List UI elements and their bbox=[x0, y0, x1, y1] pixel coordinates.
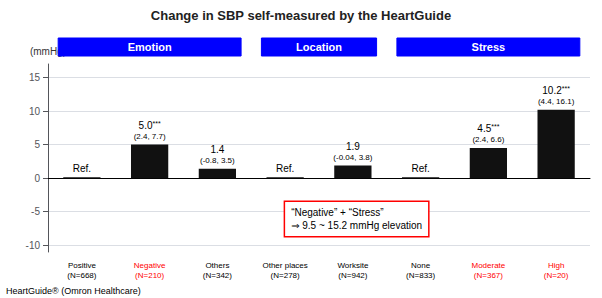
svg-text:Stress: Stress bbox=[472, 41, 506, 53]
svg-text:Negative: Negative bbox=[134, 261, 166, 270]
svg-text:None: None bbox=[411, 261, 431, 270]
svg-text:Change in SBP self-measured by: Change in SBP self-measured by the Heart… bbox=[151, 8, 451, 23]
svg-text:10.2: 10.2 bbox=[542, 85, 562, 96]
svg-text:(-0.8, 3.5): (-0.8, 3.5) bbox=[200, 156, 235, 165]
svg-text:(2.4, 7.7): (2.4, 7.7) bbox=[134, 132, 166, 141]
svg-text:***: *** bbox=[152, 120, 160, 127]
svg-text:4.5: 4.5 bbox=[477, 123, 491, 134]
svg-text:5.0: 5.0 bbox=[139, 120, 153, 131]
svg-text:Ref.: Ref. bbox=[411, 163, 429, 174]
svg-text:(-0.04, 3.8): (-0.04, 3.8) bbox=[333, 153, 372, 162]
svg-text:Moderate: Moderate bbox=[471, 261, 505, 270]
svg-text:-5: -5 bbox=[31, 206, 40, 217]
svg-text:Positive: Positive bbox=[68, 261, 97, 270]
svg-text:***: *** bbox=[491, 123, 499, 130]
svg-text:HeartGuide® (Omron Healthcare): HeartGuide® (Omron Healthcare) bbox=[6, 286, 141, 296]
svg-text:“Negative” + “Stress”: “Negative” + “Stress” bbox=[291, 207, 384, 218]
svg-text:15: 15 bbox=[29, 72, 41, 83]
svg-text:(N=342): (N=342) bbox=[203, 271, 232, 280]
svg-text:0: 0 bbox=[34, 173, 40, 184]
svg-text:(N=20): (N=20) bbox=[544, 271, 569, 280]
svg-text:1.9: 1.9 bbox=[346, 141, 360, 152]
svg-text:1.4: 1.4 bbox=[210, 144, 224, 155]
svg-text:⇒ 9.5 ~ 15.2 mmHg elevation: ⇒ 9.5 ~ 15.2 mmHg elevation bbox=[291, 220, 422, 231]
svg-text:(N=278): (N=278) bbox=[271, 271, 300, 280]
svg-text:***: *** bbox=[562, 85, 570, 92]
svg-text:(N=833): (N=833) bbox=[406, 271, 435, 280]
svg-text:Ref.: Ref. bbox=[73, 163, 91, 174]
svg-text:Emotion: Emotion bbox=[128, 41, 172, 53]
svg-text:Worksite: Worksite bbox=[337, 261, 369, 270]
svg-text:(2.4, 6.6): (2.4, 6.6) bbox=[472, 135, 504, 144]
svg-text:(N=942): (N=942) bbox=[338, 271, 367, 280]
svg-text:(N=367): (N=367) bbox=[474, 271, 503, 280]
svg-text:Other places: Other places bbox=[262, 261, 307, 270]
svg-text:-10: -10 bbox=[26, 240, 41, 251]
svg-text:10: 10 bbox=[29, 106, 41, 117]
svg-text:(mmHg): (mmHg) bbox=[29, 45, 67, 57]
svg-text:High: High bbox=[548, 261, 564, 270]
svg-text:Others: Others bbox=[205, 261, 229, 270]
svg-text:(4.4, 16.1): (4.4, 16.1) bbox=[538, 97, 575, 106]
svg-text:5: 5 bbox=[34, 139, 40, 150]
svg-text:Ref.: Ref. bbox=[276, 163, 294, 174]
svg-text:(N=668): (N=668) bbox=[67, 271, 96, 280]
svg-text:(N=210): (N=210) bbox=[135, 271, 164, 280]
svg-text:Location: Location bbox=[296, 41, 342, 53]
